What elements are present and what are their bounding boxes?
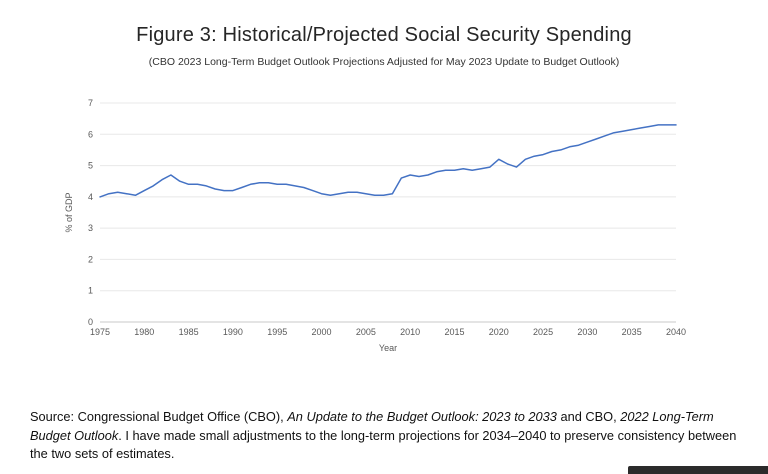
svg-text:6: 6 [88,129,93,139]
svg-text:2040: 2040 [666,327,686,337]
svg-text:2025: 2025 [533,327,553,337]
svg-text:1975: 1975 [90,327,110,337]
svg-text:4: 4 [88,192,93,202]
svg-text:2005: 2005 [356,327,376,337]
bottom-scrollbar-thumb[interactable] [628,466,768,474]
spending-line-chart: 0 1 2 3 4 5 6 7 1975 1980 1985 1990 1995 2000 2005 2010… [64,98,686,353]
source-note-segment: Source: Congressional Budget Office (CBO… [30,409,288,424]
source-note-segment: An Update to the Budget Outlook: 2023 to… [287,409,557,424]
source-note-segment: 2022 Long-Term Budget Outlook [30,409,714,443]
svg-text:1990: 1990 [223,327,243,337]
chart-area: 0 1 2 3 4 5 6 7 1975 1980 1985 1990 1995 2000 2005 2010… [0,88,768,378]
figure-title: Figure 3: Historical/Projected Social Se… [136,24,632,46]
svg-text:Year: Year [379,343,397,353]
svg-text:2020: 2020 [489,327,509,337]
svg-text:1: 1 [88,286,93,296]
svg-text:% of GDP: % of GDP [64,192,74,232]
svg-text:2035: 2035 [622,327,642,337]
svg-text:2010: 2010 [400,327,420,337]
svg-text:3: 3 [88,223,93,233]
figure-subtitle: (CBO 2023 Long-Term Budget Outlook Proje… [148,56,620,68]
svg-text:1980: 1980 [134,327,154,337]
svg-text:7: 7 [88,98,93,108]
svg-text:2: 2 [88,254,93,264]
svg-text:5: 5 [88,161,93,171]
svg-text:2000: 2000 [312,327,332,337]
svg-text:2015: 2015 [444,327,464,337]
svg-text:1995: 1995 [267,327,287,337]
svg-text:2030: 2030 [577,327,597,337]
svg-text:0: 0 [88,317,93,327]
source-note-segment: . I have made small adjustments to the l… [30,427,737,462]
svg-text:1985: 1985 [179,327,199,337]
source-note: Source: Congressional Budget Office (CBO… [30,408,742,464]
source-note-segment: and CBO, [556,409,621,424]
